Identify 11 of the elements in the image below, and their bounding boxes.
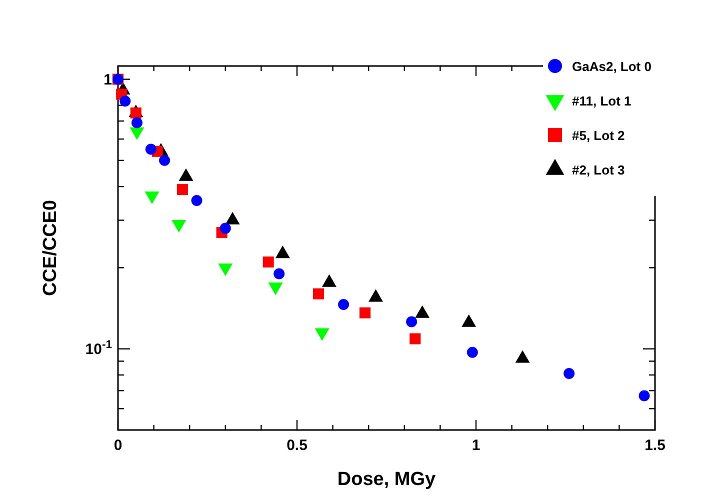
legend-label: #2, Lot 3: [572, 162, 625, 178]
x-tick-label: 0: [114, 437, 122, 454]
legend-label: #11, Lot 1: [572, 94, 632, 108]
x-tick-label: 1.5: [644, 437, 666, 454]
legend-label: #5, Lot 2: [572, 128, 625, 143]
x-tick-label: 0.5: [286, 437, 308, 454]
y-axis-title: CCE/CCE0: [40, 200, 61, 296]
legend-label: GaAs2, Lot 0: [572, 59, 652, 74]
x-axis-title: Dose, MGy: [337, 469, 436, 490]
x-tick-label: 1: [472, 437, 480, 454]
y-tick-label: 10$^{-1}$: [85, 338, 112, 358]
